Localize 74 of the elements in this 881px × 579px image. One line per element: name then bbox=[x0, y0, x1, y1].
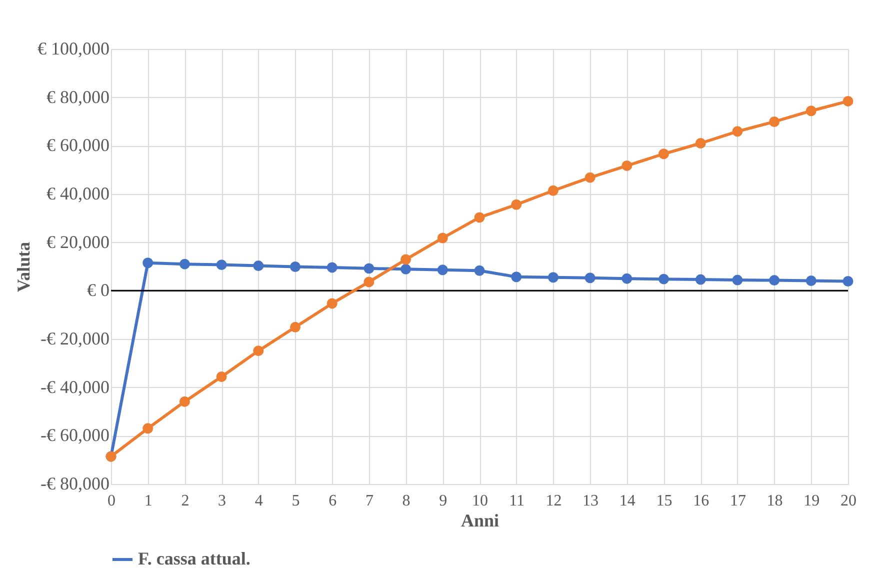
y-tick-label: € 0 bbox=[87, 280, 110, 300]
point bbox=[253, 260, 264, 272]
point bbox=[732, 274, 743, 286]
y-tick-label: -€ 60,000 bbox=[40, 425, 110, 446]
point bbox=[658, 274, 669, 284]
point bbox=[142, 258, 154, 268]
point bbox=[179, 258, 190, 270]
y-tick-label: € 40,000 bbox=[46, 184, 110, 204]
x-tick-label: 13 bbox=[582, 492, 599, 510]
x-tick-label: 14 bbox=[619, 492, 636, 510]
point bbox=[290, 322, 300, 332]
point bbox=[326, 262, 338, 273]
point bbox=[732, 126, 743, 137]
y-tick-label: € 80,000 bbox=[46, 86, 110, 107]
point bbox=[290, 262, 300, 272]
point bbox=[806, 106, 816, 116]
x-tick-label: 11 bbox=[509, 492, 525, 510]
point bbox=[806, 276, 816, 286]
point bbox=[842, 96, 854, 106]
point bbox=[400, 264, 412, 274]
point bbox=[769, 116, 780, 127]
point bbox=[584, 272, 596, 284]
y-axis-title: Valuta bbox=[14, 242, 34, 292]
point bbox=[658, 148, 669, 160]
x-axis-title: Anni bbox=[460, 510, 500, 530]
point bbox=[511, 272, 522, 282]
x-tick-label: 1 bbox=[144, 492, 152, 510]
point bbox=[216, 260, 227, 270]
x-tick-label: 8 bbox=[402, 492, 410, 510]
point bbox=[622, 273, 632, 284]
x-tick-label: 6 bbox=[328, 492, 337, 510]
point bbox=[548, 185, 558, 196]
point bbox=[548, 272, 558, 283]
x-tick-label: 17 bbox=[730, 492, 746, 510]
x-tick-label: 9 bbox=[439, 492, 448, 510]
x-tick-label: 2 bbox=[181, 492, 190, 510]
point bbox=[400, 254, 412, 265]
x-tick-label: 16 bbox=[693, 492, 710, 510]
y-tick-label: -€ 80,000 bbox=[40, 474, 110, 494]
point bbox=[142, 423, 154, 434]
point bbox=[437, 264, 448, 276]
y-tick-label: € 20,000 bbox=[46, 232, 110, 252]
point bbox=[437, 232, 448, 244]
point bbox=[364, 276, 374, 288]
y-tick-label: € 60,000 bbox=[46, 135, 110, 156]
x-tick-label: 0 bbox=[108, 492, 116, 510]
point bbox=[364, 263, 374, 274]
point bbox=[179, 396, 190, 407]
y-tick-label: -€ 20,000 bbox=[40, 328, 110, 348]
x-tick-label: 20 bbox=[840, 492, 856, 510]
point bbox=[769, 275, 780, 286]
point bbox=[326, 298, 338, 309]
point bbox=[842, 276, 854, 286]
point bbox=[253, 346, 264, 356]
x-tick-label: 10 bbox=[472, 492, 488, 510]
point bbox=[695, 274, 706, 285]
y-tick-label: -€ 40,000 bbox=[40, 376, 110, 397]
point bbox=[474, 265, 485, 276]
legend-label: F. cassa attual. bbox=[138, 548, 250, 568]
x-tick-label: 19 bbox=[804, 492, 820, 510]
point bbox=[216, 371, 227, 382]
x-tick-label: 7 bbox=[365, 492, 374, 510]
x-tick-label: 3 bbox=[218, 492, 226, 510]
x-tick-label: 15 bbox=[656, 492, 672, 510]
x-tick-label: 4 bbox=[254, 492, 263, 510]
point bbox=[622, 160, 632, 171]
point bbox=[695, 138, 706, 148]
point bbox=[511, 199, 522, 210]
point bbox=[584, 172, 596, 183]
x-tick-label: 12 bbox=[546, 492, 562, 510]
x-tick-label: 5 bbox=[292, 492, 300, 510]
x-tick-label: 18 bbox=[766, 492, 783, 510]
point bbox=[474, 212, 485, 223]
y-tick-label: € 100,000 bbox=[38, 38, 110, 58]
